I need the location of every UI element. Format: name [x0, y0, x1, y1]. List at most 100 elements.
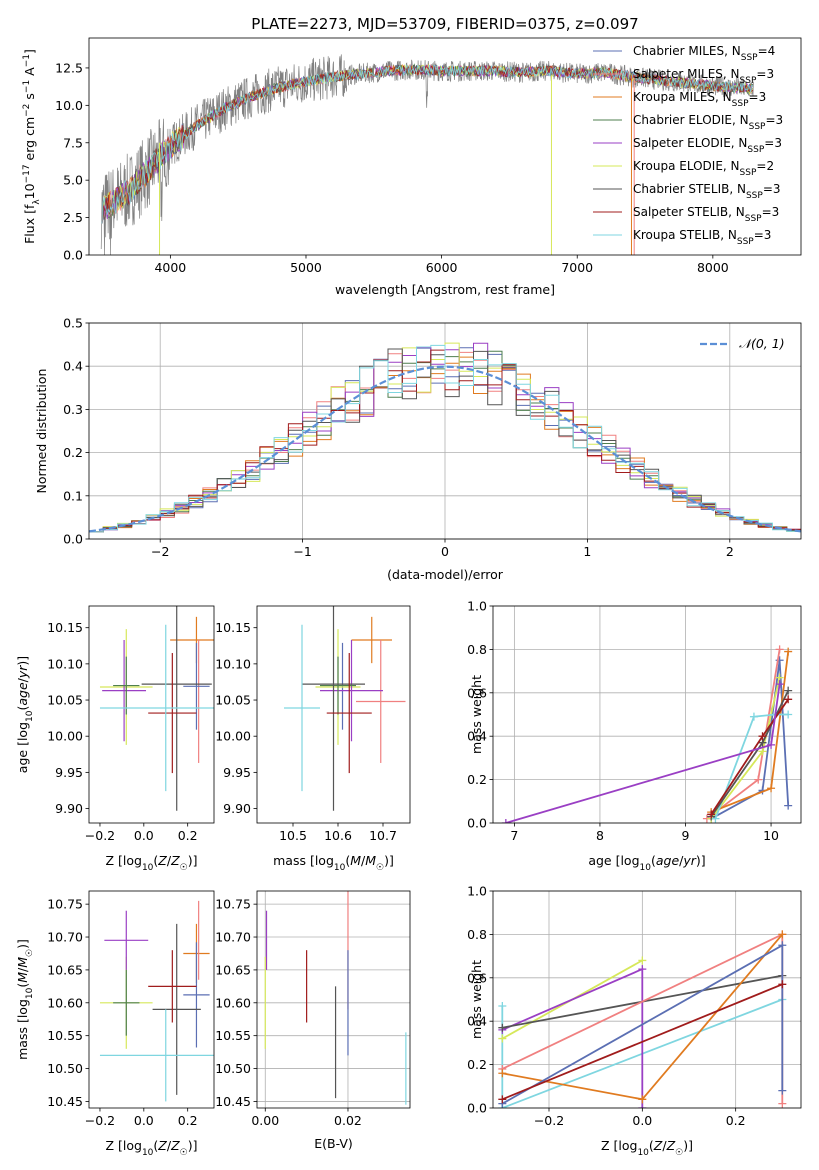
- x-axis-label: E(B-V): [314, 1136, 353, 1151]
- y-tick-label: 0.6: [467, 685, 487, 700]
- weight-line-kroupa_miles: [710, 651, 790, 813]
- weight-line-salpeter_miles: [706, 649, 781, 820]
- x-tick-label: 10: [763, 828, 779, 843]
- model-line-kroupa_stelib: [101, 64, 754, 224]
- x-tick-label: 8000: [697, 260, 729, 275]
- legend-label: Kroupa MILES, NSSP=3: [633, 90, 766, 109]
- y-tick-label: 10.50: [215, 1061, 251, 1076]
- y-tick-label: 0.4: [467, 1014, 487, 1029]
- y-tick-label: 0.8: [467, 927, 487, 942]
- weight-marker-salpeter_elodie: [638, 965, 647, 974]
- y-tick-label: 0.6: [467, 970, 487, 985]
- y-tick-label: 9.90: [223, 801, 251, 816]
- weight-marker-kroupa_miles: [767, 784, 776, 793]
- plot-area-age_vs_Z: [99, 606, 214, 811]
- x-axis-label: Z [log10(Z/Z☉)]: [601, 1138, 693, 1158]
- x-tick-label: 0.00: [251, 1113, 279, 1128]
- weight-marker-kroupa_stelib: [784, 710, 793, 719]
- axes-frame: [88, 605, 215, 824]
- y-tick-label: 10.10: [215, 656, 251, 671]
- y-tick-label: 10.15: [47, 620, 83, 635]
- weight-marker-chabrier_stelib: [498, 1023, 507, 1032]
- spectrum-data-line: [100, 54, 754, 255]
- histogram-kroupa_stelib: [89, 344, 801, 533]
- y-tick-label: 1.0: [467, 884, 487, 899]
- y-tick-label: 10.00: [47, 729, 83, 744]
- x-tick-label: 1: [583, 544, 591, 559]
- x-tick-label: −0.2: [534, 1113, 564, 1128]
- weight-marker-kroupa_stelib: [749, 712, 758, 721]
- y-tick-label: 0.0: [63, 532, 83, 547]
- y-tick-label: 0.1: [63, 488, 83, 503]
- x-tick-label: 0: [441, 544, 449, 559]
- axes-frame: [492, 605, 802, 824]
- x-axis-label: (data-model)/error: [387, 567, 504, 582]
- x-axis-label: Z [log10(Z/Z☉)]: [105, 853, 197, 873]
- weight-marker-salpeter_miles: [754, 775, 763, 784]
- x-tick-label: 0.02: [334, 1113, 362, 1128]
- normal-curve: [89, 365, 801, 533]
- x-tick-label: 10.7: [369, 828, 397, 843]
- y-tick-label: 10.10: [47, 656, 83, 671]
- axes-spectrum: 4000 5000 6000 7000 8000 0.0 2.5 5.0 7.5 10.0 12.5…: [22, 15, 802, 297]
- weight-marker-chabrier_stelib: [784, 686, 793, 695]
- y-axis-label: mass weight: [469, 675, 484, 754]
- y-tick-label: 10.65: [215, 962, 251, 977]
- y-tick-label: 10.70: [215, 930, 251, 945]
- axes-mass_vs_Z: −0.2 0.0 0.2 10.45 10.50 10.55 10.60 10.65 10.70…: [15, 890, 215, 1158]
- y-tick-label: 0.8: [467, 642, 487, 657]
- x-axis-label: age [log10(age/yr)]: [588, 853, 705, 873]
- axes-frame: [88, 322, 802, 540]
- x-tick-label: 8: [596, 828, 604, 843]
- axes-mass_vs_ebv: 0.00 0.02 10.45 10.50 10.55 10.60 10.65 10.70 10…: [215, 890, 411, 1151]
- weight-marker-chabrier_miles: [784, 801, 793, 810]
- legend-label: Chabrier MILES, NSSP=4: [633, 44, 775, 63]
- weight-marker-salpeter_stelib: [758, 732, 767, 741]
- weight-marker-salpeter_stelib: [707, 810, 716, 819]
- y-tick-label: 0.0: [467, 816, 487, 831]
- weight-marker-salpeter_stelib: [778, 980, 787, 989]
- axes-weight_vs_age: 7 8 9 10 0.0 0.2 0.4 0.6 0.8 1.0 age [log10(age/yr…: [467, 599, 802, 873]
- y-tick-label: 0.2: [63, 445, 83, 460]
- legend: 𝒩(0, 1): [700, 336, 785, 351]
- y-tick-label: 0.0: [467, 1101, 487, 1116]
- y-tick-label: 10.55: [47, 1028, 83, 1043]
- y-tick-label: 5.0: [63, 173, 83, 188]
- x-tick-label: −2: [151, 544, 169, 559]
- y-tick-label: 9.95: [223, 765, 251, 780]
- x-axis-label: Z [log10(Z/Z☉)]: [105, 1138, 197, 1158]
- y-tick-label: 10.50: [47, 1061, 83, 1076]
- y-tick-label: 10.45: [215, 1094, 251, 1109]
- y-tick-label: 10.60: [47, 995, 83, 1010]
- y-tick-label: 0.2: [467, 772, 487, 787]
- y-tick-label: 2.5: [63, 210, 83, 225]
- y-tick-label: 0.3: [63, 402, 83, 417]
- weight-marker-salpeter_stelib: [784, 695, 793, 704]
- y-tick-label: 10.45: [47, 1094, 83, 1109]
- y-tick-label: 10.05: [47, 693, 83, 708]
- y-tick-label: 12.5: [55, 60, 83, 75]
- weight-marker-kroupa_miles: [498, 1069, 507, 1078]
- weight-marker-kroupa_stelib: [498, 1002, 507, 1011]
- legend-label: Chabrier ELODIE, NSSP=3: [633, 113, 783, 132]
- axes-age_vs_Z: −0.2 0.0 0.2 9.90 9.95 10.00 10.05 10.10 10.15 Z …: [15, 605, 215, 873]
- weight-marker-kroupa_miles: [638, 1095, 647, 1104]
- legend-label: Salpeter ELODIE, NSSP=3: [633, 136, 782, 155]
- weight-marker-salpeter_stelib: [498, 1095, 507, 1104]
- y-tick-label: 0.0: [63, 248, 83, 263]
- x-tick-label: 10.5: [279, 828, 307, 843]
- x-tick-label: 0.0: [632, 1113, 652, 1128]
- y-tick-label: 1.0: [467, 599, 487, 614]
- weight-marker-salpeter_miles: [778, 1099, 787, 1108]
- weight-marker-salpeter_elodie: [638, 1104, 647, 1108]
- y-tick-label: 10.60: [215, 995, 251, 1010]
- y-tick-label: 10.05: [215, 693, 251, 708]
- weight-line-kroupa_stelib: [714, 713, 789, 820]
- chart-title: PLATE=2273, MJD=53709, FIBERID=0375, z=0…: [251, 15, 638, 33]
- y-tick-label: 9.90: [55, 801, 83, 816]
- y-tick-label: 0.2: [467, 1057, 487, 1072]
- plot-area-mass_vs_ebv: [264, 891, 407, 1105]
- x-tick-label: 0.2: [726, 1113, 746, 1128]
- plot-area-residuals: [89, 342, 801, 533]
